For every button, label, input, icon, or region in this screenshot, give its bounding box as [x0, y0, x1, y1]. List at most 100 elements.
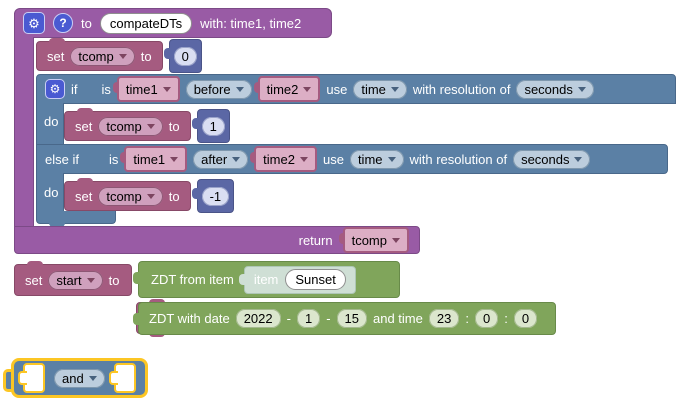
- and-logic-block[interactable]: and: [11, 358, 148, 398]
- chevron-down-icon: [146, 123, 155, 129]
- help-icon[interactable]: ?: [53, 13, 73, 33]
- function-def-header[interactable]: ⚙ ? to compateDTs with: time1, time2: [14, 8, 332, 38]
- zdt-from-item-block[interactable]: ZDT from item item Sunset: [133, 261, 400, 298]
- elseif-row[interactable]: else if is time1 after time2 use time wi…: [36, 144, 668, 174]
- function-params-label: with: time1, time2: [200, 15, 302, 31]
- number-block[interactable]: 0: [163, 39, 202, 73]
- operator-dropdown[interactable]: after: [193, 149, 249, 169]
- chevron-down-icon: [232, 156, 241, 162]
- item-label: item: [253, 272, 279, 287]
- to-label: to: [108, 272, 120, 288]
- variable-name: tcomp: [106, 188, 142, 204]
- set-start-block[interactable]: set start to: [14, 261, 132, 296]
- if-block-bottom[interactable]: [36, 211, 116, 227]
- chevron-down-icon: [577, 86, 586, 92]
- variable-get-block[interactable]: time2: [250, 146, 317, 172]
- time-kind-value: time: [361, 81, 386, 97]
- do-label: do: [44, 185, 59, 200]
- number-field[interactable]: 0: [173, 46, 197, 66]
- resolution-dropdown[interactable]: seconds: [516, 79, 594, 99]
- time-kind-value: time: [357, 151, 383, 167]
- is-label: is: [108, 151, 119, 167]
- item-block[interactable]: item Sunset: [238, 265, 356, 294]
- date-separator: -: [326, 311, 331, 326]
- if-label: if: [71, 81, 78, 97]
- variable-dropdown[interactable]: tcomp: [70, 46, 135, 66]
- chevron-down-icon: [86, 277, 95, 283]
- variable-get-block[interactable]: tcomp: [338, 227, 409, 253]
- variable-get-block[interactable]: time1: [112, 76, 180, 102]
- set-variable-block[interactable]: set tcomp to: [64, 108, 191, 141]
- year-field[interactable]: 2022: [235, 309, 281, 328]
- elseif-do-spine[interactable]: do: [36, 173, 64, 213]
- operator-value: before: [193, 81, 231, 97]
- resolution-dropdown[interactable]: seconds: [513, 149, 591, 169]
- variable-name: time1: [125, 81, 158, 97]
- set-label: set: [75, 118, 93, 134]
- operator-dropdown[interactable]: before: [185, 79, 252, 99]
- resolution-label: with resolution of: [409, 151, 508, 167]
- variable-name: time1: [133, 151, 166, 167]
- variable-name: tcomp: [351, 232, 387, 248]
- set-variable-block[interactable]: set tcomp to: [36, 38, 163, 71]
- date-separator: -: [286, 311, 291, 326]
- if-block-header[interactable]: ⚙ if is time1 before time2 use time with…: [36, 74, 676, 104]
- is-label: is: [101, 81, 111, 97]
- empty-input-socket: [18, 363, 45, 393]
- day-field[interactable]: 15: [336, 309, 367, 328]
- to-label: to: [168, 118, 180, 134]
- to-label: to: [168, 188, 180, 204]
- time-separator: :: [465, 311, 469, 326]
- chevron-down-icon: [392, 237, 400, 243]
- number-block[interactable]: 1: [191, 109, 230, 143]
- function-return-row[interactable]: return tcomp: [14, 226, 420, 254]
- operator-value: and: [62, 370, 84, 386]
- do1-statement-row: set tcomp to 1: [64, 108, 230, 143]
- number-field[interactable]: -1: [201, 186, 230, 206]
- empty-input-socket: [108, 363, 136, 393]
- number-block[interactable]: -1: [191, 179, 235, 213]
- set-variable-block[interactable]: set tcomp to: [64, 178, 191, 211]
- variable-name: time2: [266, 81, 299, 97]
- zdt-with-date-label: ZDT with date: [149, 311, 230, 326]
- chevron-down-icon: [390, 86, 399, 92]
- hour-field[interactable]: 23: [428, 309, 460, 328]
- if-do-spine[interactable]: do: [36, 103, 64, 145]
- use-label: use: [322, 151, 344, 167]
- set-label: set: [25, 272, 43, 288]
- set-label: set: [75, 188, 93, 204]
- to-label: to: [81, 15, 92, 31]
- minute-field[interactable]: 0: [474, 309, 499, 328]
- chevron-down-icon: [118, 53, 127, 59]
- function-def-left-spine[interactable]: [14, 37, 34, 228]
- init-statement-row: set tcomp to 0: [36, 38, 202, 73]
- number-field[interactable]: 1: [201, 116, 225, 136]
- month-field[interactable]: 1: [296, 309, 321, 328]
- elseif-label: else if: [45, 151, 79, 167]
- variable-dropdown[interactable]: tcomp: [98, 116, 163, 136]
- variable-dropdown[interactable]: tcomp: [98, 186, 163, 206]
- variable-get-block[interactable]: time1: [120, 146, 188, 172]
- logic-operator-dropdown[interactable]: and: [54, 368, 105, 388]
- variable-dropdown[interactable]: start: [48, 270, 103, 290]
- item-name-field[interactable]: Sunset: [285, 269, 346, 290]
- to-label: to: [140, 48, 152, 64]
- chevron-down-icon: [235, 86, 244, 92]
- variable-name: start: [56, 272, 82, 288]
- function-name-field[interactable]: compateDTs: [99, 12, 193, 34]
- zdt-with-date-block[interactable]: ZDT with date 2022 - 1 - 15 and time 23 …: [133, 302, 556, 335]
- gear-icon[interactable]: ⚙: [45, 79, 65, 99]
- time-kind-dropdown[interactable]: time: [353, 79, 407, 99]
- variable-name: tcomp: [78, 48, 114, 64]
- resolution-label: with resolution of: [412, 81, 511, 97]
- second-field[interactable]: 0: [513, 309, 538, 328]
- chevron-down-icon: [574, 156, 583, 162]
- time-kind-dropdown[interactable]: time: [349, 149, 404, 169]
- gear-icon[interactable]: ⚙: [23, 12, 45, 34]
- resolution-value: seconds: [521, 151, 570, 167]
- variable-name: time2: [263, 151, 295, 167]
- use-label: use: [326, 81, 348, 97]
- variable-get-block[interactable]: time2: [253, 76, 321, 102]
- return-label: return: [298, 232, 333, 248]
- chevron-down-icon: [299, 156, 308, 162]
